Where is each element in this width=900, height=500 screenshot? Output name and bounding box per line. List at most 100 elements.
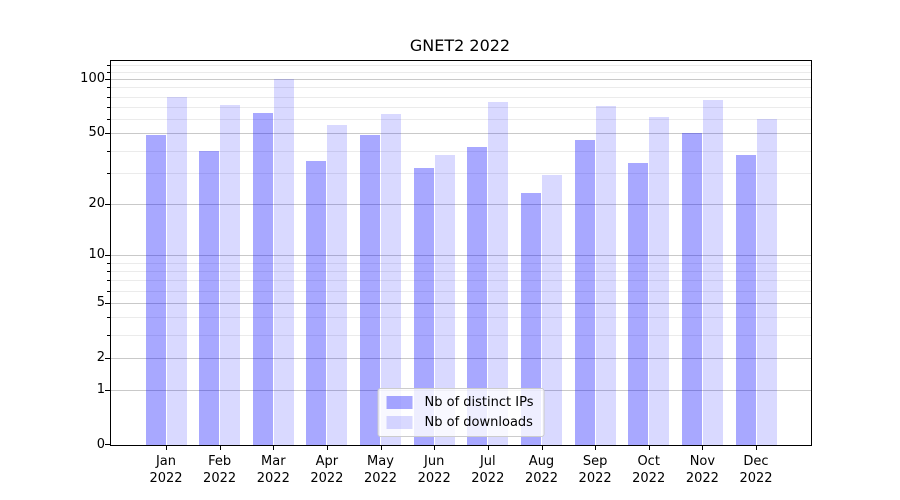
y-axis-tick [105,357,110,359]
x-tick-label: May 2022 [363,454,398,486]
bar-downloads [273,79,294,445]
bar-distinct-ips [252,112,273,445]
x-tick-label: Jun 2022 [417,454,451,486]
y-tick-label: 100 [80,71,105,87]
bar-downloads [595,106,616,445]
y-axis-minor-tick [107,107,110,109]
gridline-major [111,203,811,205]
y-axis-minor-tick [107,71,110,73]
x-tick-label: Aug 2022 [524,454,559,486]
bar-distinct-ips [199,150,220,445]
gridline-minor [111,87,811,89]
x-axis-tick [487,445,489,450]
bar-distinct-ips [574,139,595,445]
y-tick-label: 20 [88,195,105,211]
x-axis-tick [595,445,597,450]
y-axis-minor-tick [107,87,110,89]
y-axis-tick [105,444,110,445]
y-axis-minor-tick [107,335,110,337]
bar-downloads [166,96,187,445]
y-tick-label: 0 [96,437,105,452]
y-axis-minor-tick [107,64,110,66]
x-axis-tick [702,445,704,450]
x-tick-label: Mar 2022 [256,454,290,486]
y-axis-minor-tick [107,119,110,121]
legend-swatch-distinct-ips [386,396,413,409]
gridline-minor [111,270,811,272]
bar-downloads [434,154,455,445]
y-axis-minor-tick [107,262,110,264]
y-axis-tick [105,133,110,135]
gridline-minor [111,96,811,98]
gridline-major [111,133,811,135]
x-axis-tick [434,445,436,450]
y-axis-minor-tick [107,96,110,98]
gridline-minor [111,150,811,152]
legend-item-downloads: Nb of downloads [386,415,534,430]
x-tick-label: Nov 2022 [685,454,719,486]
y-axis-minor-tick [107,270,110,272]
legend-swatch-downloads [386,416,413,429]
y-axis-tick [105,203,110,205]
x-axis-tick [326,445,328,450]
x-tick-label: Jul 2022 [471,454,505,486]
x-tick-label: Oct 2022 [632,454,666,486]
y-axis-minor-tick [107,317,110,319]
gridline-minor [111,262,811,264]
bar-downloads [488,101,509,445]
x-tick-label: Sep 2022 [578,454,612,486]
gridline-minor [111,317,811,319]
y-axis-tick [105,390,110,392]
x-axis-tick [756,445,757,450]
gridline-major [111,357,811,359]
bar-distinct-ips [306,160,327,445]
y-axis-tick [105,254,110,256]
plot-area: 0 1 2 5 10 20 50 100 Jan 2022 Feb 2022 Mar 2022 Apr 202… [80,60,812,486]
y-axis-tick [105,303,110,304]
y-tick-label: 5 [96,295,105,310]
y-axis-tick [105,79,110,81]
bar-distinct-ips [628,163,649,445]
legend-label: Nb of downloads [424,415,533,430]
gridline-minor [111,290,811,292]
gridline-minor [111,64,811,66]
x-axis-tick [219,445,221,450]
y-axis-minor-tick [107,290,110,292]
bar-downloads [220,104,241,445]
gridline-minor [111,172,811,174]
chart-title: GNET2 2022 [409,36,511,55]
x-axis-tick [166,445,167,450]
gridline-minor [111,335,811,337]
bar-distinct-ips [145,134,166,445]
gridline-major [111,254,811,256]
legend: Nb of distinct IPs Nb of downloads [377,388,545,437]
x-axis-tick [380,445,382,450]
y-tick-label: 50 [88,125,105,141]
gridline-minor [111,71,811,73]
bar-distinct-ips [681,133,702,445]
x-tick-label: Apr 2022 [310,454,344,486]
y-tick-label: 1 [96,382,105,398]
x-tick-label: Feb 2022 [203,454,237,486]
bar-downloads [327,124,348,445]
bar-distinct-ips [360,134,380,445]
legend-item-distinct-ips: Nb of distinct IPs [386,395,534,410]
bar-downloads [542,175,562,445]
gridline-minor [111,280,811,282]
gridline-major [111,79,811,81]
legend-label: Nb of distinct IPs [424,395,534,410]
y-tick-label: 2 [96,349,105,365]
bar-distinct-ips [413,167,434,445]
y-axis-minor-tick [107,150,110,152]
bar-distinct-ips [521,193,541,445]
gridline-major [111,303,811,304]
bar-downloads [649,116,670,445]
bar-distinct-ips [735,154,756,445]
x-axis-tick [541,445,543,450]
gridline-minor [111,119,811,121]
y-tick-label: 10 [88,246,105,262]
x-axis-tick [648,445,650,450]
x-tick-label: Dec 2022 [739,454,773,486]
x-tick-label: Jan 2022 [149,454,183,486]
